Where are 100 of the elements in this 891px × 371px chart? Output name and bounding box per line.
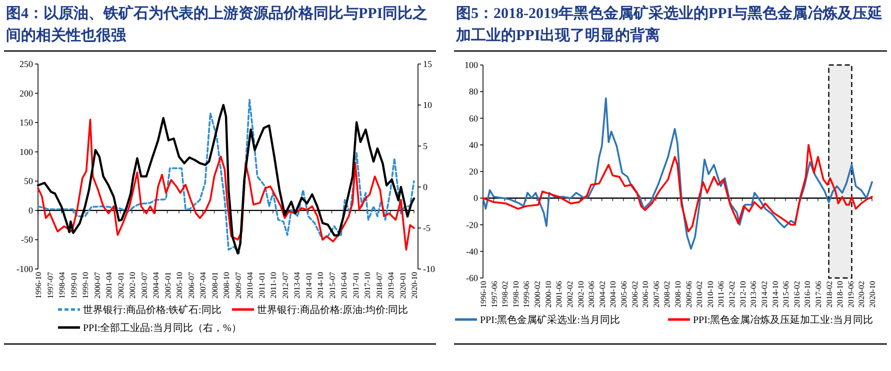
x-tick-label: 2014-01 xyxy=(304,272,314,299)
x-tick-label: 2000-02 xyxy=(533,281,542,308)
y-tick-label: -40 xyxy=(466,246,478,256)
x-tick-label: 2005-06 xyxy=(619,281,628,308)
x-tick-label: 1999-01 xyxy=(69,272,78,299)
x-tick-label: 2002-01 xyxy=(116,272,126,299)
x-tick-label: 2017-01 xyxy=(351,272,360,299)
x-tick-label: 1999-06 xyxy=(522,281,532,308)
x-tick-label: 2014-10 xyxy=(770,281,780,308)
x-tick-label: 2005-10 xyxy=(175,272,184,299)
x-tick-label: 1998-04 xyxy=(58,272,66,299)
legend-label: 世界银行:商品价格:铁矿石:同比 xyxy=(83,304,222,316)
x-tick-label: 1998-10 xyxy=(511,281,520,308)
y2-tick-label: 0 xyxy=(423,182,428,192)
y-tick-label: 0 xyxy=(28,205,34,216)
x-tick-label: 2002-02 xyxy=(565,281,574,308)
x-tick-label: 2012-02 xyxy=(728,281,737,308)
x-tick-label: 2000-07 xyxy=(92,272,102,299)
x-tick-label: 2003-06 xyxy=(587,281,596,308)
x-tick-label: 2013-06 xyxy=(749,281,758,308)
x-tick-label: 2018-07 xyxy=(374,272,384,299)
x-tick-label: 2019-06 xyxy=(846,281,856,308)
y2-tick-label: 5 xyxy=(423,141,428,151)
x-tick-label: 2020-02 xyxy=(857,281,866,308)
y-tick-label: 100 xyxy=(464,60,478,70)
x-tick-label: 2020-10 xyxy=(868,281,877,308)
x-tick-label: 2015-07 xyxy=(328,272,337,299)
x-tick-label: 1998-02 xyxy=(500,281,510,308)
x-tick-label: 2013-04 xyxy=(292,272,302,299)
y-tick-label: -50 xyxy=(21,234,34,245)
y-tick-label: 20 xyxy=(469,166,478,176)
x-tick-label: 2006-10 xyxy=(641,281,650,308)
x-tick-label: 2010-02 xyxy=(695,281,704,308)
chart-title: 图5：2018-2019年黑色金属矿采选业的PPI与黑色金属冶炼及压延加工业的PPI出现了明显的背离 xyxy=(455,4,883,44)
x-tick-label: 2012-07 xyxy=(280,272,290,299)
x-tick-label: 2001-06 xyxy=(554,281,564,308)
x-tick-label: 2015-06 xyxy=(782,281,791,308)
x-tick-label: 1996-10 xyxy=(34,272,43,299)
x-tick-label: 2004-10 xyxy=(608,281,618,308)
x-tick-label: 2007-06 xyxy=(652,281,661,308)
y-tick-label: -60 xyxy=(466,273,478,283)
y-tick-label: 80 xyxy=(469,86,478,97)
y-tick-label: -20 xyxy=(466,220,478,230)
y-tick-label: 50 xyxy=(24,176,34,186)
x-tick-label: 2018-10 xyxy=(836,281,845,308)
x-tick-label: 2019-04 xyxy=(386,272,396,299)
x-tick-label: 2003-07 xyxy=(140,272,149,299)
y-tick-label: 150 xyxy=(20,118,34,128)
x-tick-label: 2002-10 xyxy=(128,272,137,299)
y2-tick-label: -10 xyxy=(423,264,436,274)
x-tick-label: 2016-10 xyxy=(803,281,812,308)
x-tick-label: 2017-06 xyxy=(814,281,823,308)
x-tick-label: 2004-04 xyxy=(152,272,160,299)
x-tick-label: 2000-10 xyxy=(544,281,553,308)
x-tick-label: 2011-06 xyxy=(716,281,726,308)
x-tick-label: 2011-01 xyxy=(257,272,266,298)
x-tick-label: 2010-04 xyxy=(246,272,254,299)
legend-label: 世界银行:商品价格:原油:均价:同比 xyxy=(257,304,408,316)
x-tick-label: 2014-02 xyxy=(760,281,769,308)
legend-label: PPI:黑色金属矿采选业:当月同比 xyxy=(480,314,620,326)
y-tick-label: 100 xyxy=(20,146,34,157)
x-tick-label: 1997-07 xyxy=(46,272,55,299)
x-tick-label: 2012-10 xyxy=(738,281,748,308)
x-tick-label: 2020-10 xyxy=(410,272,419,299)
x-tick-label: 2005-01 xyxy=(163,272,172,299)
x-tick-label: 2002-10 xyxy=(576,281,586,308)
y-tick-label: 200 xyxy=(20,88,34,98)
x-tick-label: 1997-06 xyxy=(490,281,499,308)
chart-title: 图4：以原油、铁矿石为代表的上游资源品价格同比与PPI同比之间的相关性也很强 xyxy=(6,4,428,44)
x-tick-label: 2006-07 xyxy=(186,272,196,299)
y-tick-label: 0 xyxy=(474,193,478,204)
y-tick-label: -100 xyxy=(16,264,34,274)
x-tick-label: 2008-10 xyxy=(674,281,682,308)
x-tick-label: 2010-10 xyxy=(706,281,715,308)
x-tick-label: 1999-10 xyxy=(81,272,90,299)
x-tick-label: 1996-10 xyxy=(479,281,488,308)
x-tick-label: 2007-04 xyxy=(198,272,208,299)
x-tick-label: 2016-04 xyxy=(340,272,348,299)
x-tick-label: 2009-06 xyxy=(684,281,694,308)
y-tick-label: 250 xyxy=(20,59,34,69)
x-tick-label: 2009-07 xyxy=(234,272,243,299)
x-tick-label: 2008-02 xyxy=(662,281,672,308)
y2-tick-label: -5 xyxy=(423,223,431,233)
x-tick-label: 2011-10 xyxy=(269,272,278,298)
x-tick-label: 2004-02 xyxy=(598,281,607,308)
x-tick-label: 2008-10 xyxy=(222,272,231,299)
x-tick-label: 2018-02 xyxy=(824,281,834,308)
y-tick-label: 60 xyxy=(469,113,478,124)
x-tick-label: 2006-02 xyxy=(630,281,640,308)
x-tick-label: 2014-10 xyxy=(316,272,325,299)
x-tick-label: 2017-10 xyxy=(363,272,372,299)
y2-tick-label: 10 xyxy=(423,100,432,110)
x-tick-label: 2020-01 xyxy=(398,272,408,299)
legend-label: PPI:全部工业品:当月同比（右，%） xyxy=(83,322,242,334)
y2-tick-label: 15 xyxy=(423,59,432,69)
x-tick-label: 2001-04 xyxy=(104,272,114,299)
x-tick-label: 2016-02 xyxy=(792,281,802,308)
legend-label: PPI:黑色金属冶炼及压延加工业:当月同比 xyxy=(693,314,874,326)
x-tick-label: 2008-01 xyxy=(210,272,220,299)
y-tick-label: 40 xyxy=(469,140,478,150)
